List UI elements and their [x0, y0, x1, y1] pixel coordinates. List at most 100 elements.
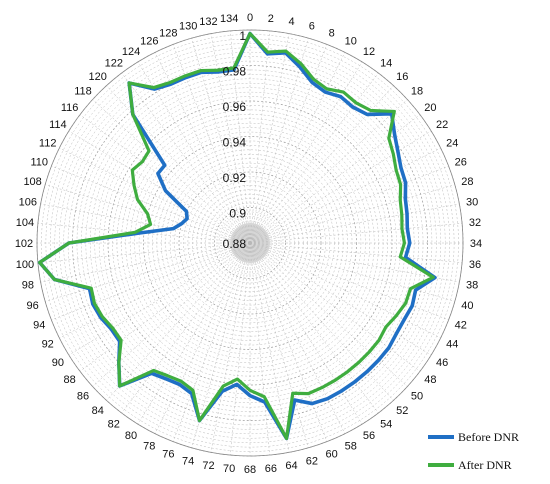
- grid-ring: [218, 211, 282, 275]
- category-label: 28: [461, 176, 473, 188]
- category-label: 128: [159, 27, 177, 39]
- category-label: 26: [455, 156, 467, 168]
- r-tick-label: 0.98: [223, 65, 247, 79]
- series-line-before: [37, 31, 437, 441]
- category-label: 70: [223, 463, 235, 475]
- grid-spoke: [249, 242, 432, 356]
- category-label: 56: [363, 430, 375, 442]
- category-label: 16: [396, 71, 408, 83]
- grid-spoke: [137, 61, 251, 244]
- grid-spoke: [79, 114, 251, 244]
- grid-spoke: [249, 242, 290, 453]
- category-label: 6: [309, 21, 315, 33]
- grid-spoke: [59, 242, 251, 339]
- grid-ring: [223, 216, 277, 270]
- legend-label-before: Before DNR: [458, 429, 519, 444]
- grid-spoke: [121, 242, 251, 414]
- category-label: 94: [33, 320, 45, 332]
- grid-ring: [169, 162, 331, 324]
- grid-spoke: [249, 242, 379, 414]
- category-label: 78: [143, 440, 155, 452]
- radar-labels: 0 2 4 6810121416182022242628303234363840424…: [15, 12, 482, 476]
- category-label: 0: [247, 12, 253, 24]
- legend: Before DNR After DNR: [428, 423, 519, 479]
- category-label: 76: [162, 449, 174, 461]
- grid-spoke: [45, 242, 251, 302]
- grid-ring: [187, 180, 313, 306]
- category-label: 62: [306, 455, 318, 467]
- grid-spoke: [249, 242, 328, 442]
- grid-spoke: [249, 242, 455, 302]
- category-label: 110: [30, 156, 48, 168]
- grid-spoke: [249, 203, 460, 244]
- grid-spoke: [45, 184, 251, 244]
- grid-spoke: [59, 147, 251, 244]
- grid-ring: [50, 43, 450, 443]
- category-label: 46: [436, 357, 448, 369]
- grid-spoke: [154, 242, 251, 434]
- category-label: 130: [179, 21, 197, 33]
- grid-spoke: [249, 242, 408, 387]
- grid-ring: [183, 176, 317, 310]
- grid-spoke: [191, 242, 251, 448]
- grid-spoke: [249, 184, 455, 244]
- category-label: 60: [326, 449, 338, 461]
- category-label: 12: [363, 46, 375, 58]
- category-label: 8: [329, 27, 335, 39]
- category-label: 64: [285, 460, 297, 472]
- category-label: 104: [16, 217, 34, 229]
- grid-spoke: [249, 52, 346, 244]
- grid-spoke: [249, 242, 394, 401]
- category-label: 106: [19, 196, 37, 208]
- category-label: 116: [61, 102, 79, 114]
- legend-label-after: After DNR: [458, 457, 512, 472]
- category-label: 24: [446, 137, 458, 149]
- grid-spoke: [249, 242, 346, 434]
- grid-spoke: [249, 147, 441, 244]
- category-label: 84: [92, 405, 104, 417]
- grid-spoke: [68, 242, 251, 356]
- legend-swatch-after: [428, 463, 454, 467]
- grid-ring: [129, 122, 371, 364]
- grid-spoke: [249, 242, 463, 263]
- category-label: 58: [345, 440, 357, 452]
- category-label: 90: [52, 357, 64, 369]
- series-line-after: [38, 31, 435, 441]
- category-label: 30: [466, 196, 478, 208]
- category-label: 54: [380, 418, 392, 430]
- grid-spoke: [79, 242, 251, 372]
- category-label: 20: [424, 102, 436, 114]
- category-label: 72: [202, 460, 214, 472]
- grid-spoke: [137, 242, 251, 425]
- category-label: 112: [39, 137, 57, 149]
- grid-ring: [174, 167, 326, 319]
- category-label: 48: [424, 374, 436, 386]
- grid-spoke: [249, 165, 449, 244]
- grid-ring: [214, 207, 286, 279]
- grid-ring: [63, 56, 437, 430]
- r-tick-label: 0.88: [223, 237, 247, 251]
- r-tick-label: 0.94: [223, 136, 247, 150]
- category-label: 22: [436, 119, 448, 131]
- category-label: 52: [396, 405, 408, 417]
- grid-outer-ring: [36, 29, 464, 457]
- category-label: 40: [461, 300, 473, 312]
- grid-ring: [143, 136, 357, 350]
- radar-series: [37, 31, 437, 441]
- category-label: 120: [89, 71, 107, 83]
- grid-spoke: [40, 203, 251, 244]
- r-tick-label: 0.92: [223, 171, 247, 185]
- grid-spoke: [249, 38, 309, 244]
- category-label: 92: [42, 339, 54, 351]
- grid-ring: [138, 131, 362, 355]
- category-label: 100: [16, 259, 34, 271]
- grid-ring: [178, 171, 322, 315]
- grid-spoke: [51, 165, 251, 244]
- category-label: 82: [108, 418, 120, 430]
- r-tick-label: 0.96: [223, 100, 247, 114]
- category-label: 34: [470, 238, 482, 250]
- grid-spoke: [249, 33, 290, 244]
- grid-spoke: [249, 30, 270, 244]
- grid-spoke: [68, 130, 251, 244]
